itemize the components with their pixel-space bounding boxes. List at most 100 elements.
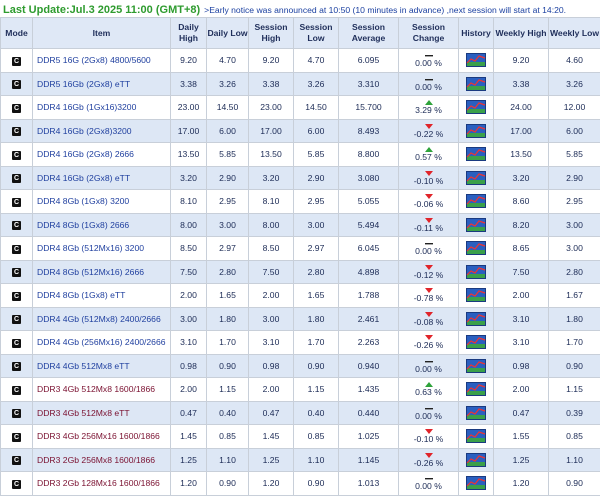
session-high: 7.50 xyxy=(248,259,294,284)
change-value: 3.29 % xyxy=(415,105,442,116)
session-average: 1.435 xyxy=(338,377,399,402)
history-icon[interactable] xyxy=(466,311,486,326)
history-icon[interactable] xyxy=(466,405,486,420)
history-icon[interactable] xyxy=(466,123,486,138)
history-icon[interactable] xyxy=(466,241,486,256)
mode-icon[interactable]: C xyxy=(12,80,21,90)
mode-cell: C xyxy=(0,306,33,331)
weekly-high: 1.25 xyxy=(493,447,549,472)
history-icon[interactable] xyxy=(466,476,486,491)
change-value: 0.00 % xyxy=(415,410,442,421)
history-icon[interactable] xyxy=(466,264,486,279)
history-icon[interactable] xyxy=(466,194,486,209)
history-icon[interactable] xyxy=(466,335,486,350)
session-high: 13.50 xyxy=(248,142,294,167)
history-cell xyxy=(458,212,494,237)
session-high: 1.20 xyxy=(248,471,294,496)
daily-high: 23.00 xyxy=(170,95,207,120)
history-cell xyxy=(458,353,494,378)
history-icon[interactable] xyxy=(466,382,486,397)
column-header: Session Average xyxy=(338,17,399,49)
history-cell xyxy=(458,471,494,496)
mode-cell: C xyxy=(0,165,33,190)
mode-icon[interactable]: C xyxy=(12,174,21,184)
history-icon[interactable] xyxy=(466,147,486,162)
history-icon[interactable] xyxy=(466,288,486,303)
history-icon[interactable] xyxy=(466,217,486,232)
history-cell xyxy=(458,259,494,284)
mode-icon[interactable]: C xyxy=(12,362,21,372)
trend-down xyxy=(424,288,433,294)
weekly-high: 13.50 xyxy=(493,142,549,167)
history-icon[interactable] xyxy=(466,429,486,444)
history-icon[interactable] xyxy=(466,100,486,115)
weekly-high: 7.50 xyxy=(493,259,549,284)
daily-low: 0.40 xyxy=(206,400,249,425)
history-icon[interactable] xyxy=(466,452,486,467)
mode-icon[interactable]: C xyxy=(12,479,21,489)
trend-down xyxy=(424,452,433,458)
session-low: 0.40 xyxy=(293,400,339,425)
mode-icon[interactable]: C xyxy=(12,244,21,254)
weekly-high: 3.10 xyxy=(493,306,549,331)
mode-icon[interactable]: C xyxy=(12,150,21,160)
daily-high: 9.20 xyxy=(170,48,207,73)
mode-icon[interactable]: C xyxy=(12,432,21,442)
weekly-low: 4.60 xyxy=(548,48,600,73)
mode-cell: C xyxy=(0,353,33,378)
history-icon[interactable] xyxy=(466,358,486,373)
history-icon[interactable] xyxy=(466,53,486,68)
icon-ground xyxy=(467,320,485,325)
history-icon[interactable] xyxy=(466,76,486,91)
table-row: C DDR4 16Gb (1Gx16)3200 23.00 14.50 23.00 14.… xyxy=(0,95,600,120)
trend-icon xyxy=(424,243,433,245)
mode-icon[interactable]: C xyxy=(12,221,21,231)
trend-icon xyxy=(424,452,433,458)
session-change: 0.57 % xyxy=(398,142,459,167)
weekly-high: 3.10 xyxy=(493,330,549,355)
daily-low: 2.90 xyxy=(206,165,249,190)
daily-low: 1.70 xyxy=(206,330,249,355)
session-average: 2.263 xyxy=(338,330,399,355)
icon-ground xyxy=(467,132,485,137)
trend-flat xyxy=(424,55,433,57)
mode-cell: C xyxy=(0,118,33,143)
mode-cell: C xyxy=(0,447,33,472)
trend-flat xyxy=(424,243,433,245)
daily-high: 8.50 xyxy=(170,236,207,261)
column-header: Session High xyxy=(248,17,294,49)
weekly-low: 2.95 xyxy=(548,189,600,214)
mode-icon[interactable]: C xyxy=(12,103,21,113)
session-average: 5.055 xyxy=(338,189,399,214)
session-change: -0.10 % xyxy=(398,165,459,190)
mode-icon[interactable]: C xyxy=(12,385,21,395)
trend-icon xyxy=(424,360,433,363)
session-change: 0.00 % xyxy=(398,71,459,96)
weekly-high: 8.65 xyxy=(493,236,549,261)
session-average: 8.493 xyxy=(338,118,399,143)
table-row: C DDR3 2Gb 128Mx16 1600/1866 1.20 0.90 1.20 0… xyxy=(0,471,600,496)
mode-icon[interactable]: C xyxy=(12,56,21,66)
history-cell xyxy=(458,424,494,449)
weekly-low: 3.26 xyxy=(548,71,600,96)
mode-cell: C xyxy=(0,95,33,120)
change-value: 0.00 % xyxy=(415,58,442,69)
trend-icon xyxy=(424,264,433,270)
mode-icon[interactable]: C xyxy=(12,456,21,466)
change-value: 0.00 % xyxy=(415,81,442,92)
mode-icon[interactable]: C xyxy=(12,338,21,348)
table-row: C DDR4 8Gb (1Gx8) eTT 2.00 1.65 2.00 1.65 1.78… xyxy=(0,283,600,308)
mode-icon[interactable]: C xyxy=(12,315,21,325)
session-average: 1.013 xyxy=(338,471,399,496)
history-icon[interactable] xyxy=(466,170,486,185)
trend-icon xyxy=(424,335,433,341)
session-low: 5.85 xyxy=(293,142,339,167)
trend-down xyxy=(424,217,433,223)
weekly-low: 0.90 xyxy=(548,353,600,378)
mode-icon[interactable]: C xyxy=(12,291,21,301)
mode-icon[interactable]: C xyxy=(12,197,21,207)
trend-up xyxy=(424,382,433,388)
mode-icon[interactable]: C xyxy=(12,409,21,419)
mode-icon[interactable]: C xyxy=(12,268,21,278)
mode-icon[interactable]: C xyxy=(12,127,21,137)
